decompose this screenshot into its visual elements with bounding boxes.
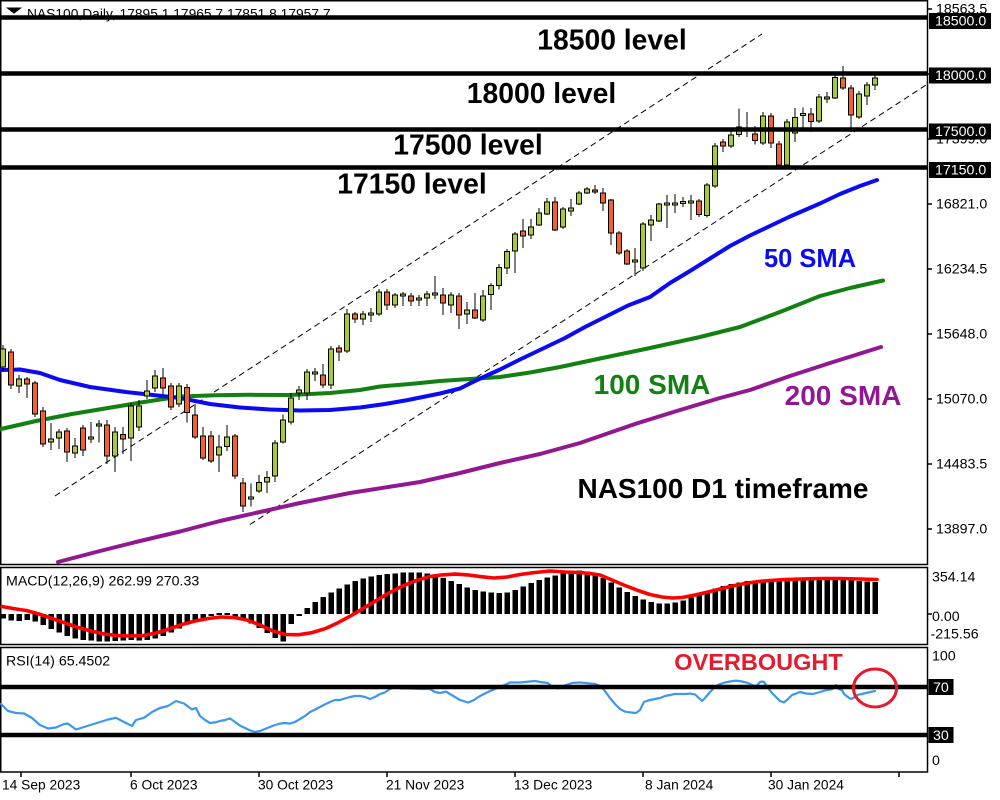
- svg-text:14 Sep 2023: 14 Sep 2023: [2, 778, 81, 793]
- svg-text:15070.0: 15070.0: [936, 392, 987, 408]
- svg-text:354.14: 354.14: [932, 570, 976, 586]
- svg-text:MACD(12,26,9) 262.99 270.33: MACD(12,26,9) 262.99 270.33: [6, 574, 199, 590]
- svg-text:30 Oct 2023: 30 Oct 2023: [258, 778, 333, 793]
- svg-text:18500.0: 18500.0: [935, 14, 986, 30]
- svg-text:OVERBOUGHT: OVERBOUGHT: [674, 649, 843, 675]
- svg-text:NAS100 D1 timeframe: NAS100 D1 timeframe: [577, 473, 868, 504]
- svg-text:16234.5: 16234.5: [936, 262, 987, 278]
- svg-text:30 Jan 2024: 30 Jan 2024: [768, 778, 844, 793]
- svg-text:50 SMA: 50 SMA: [764, 245, 856, 273]
- svg-text:18000 level: 18000 level: [467, 77, 617, 109]
- svg-text:30: 30: [933, 728, 949, 744]
- svg-text:16821.0: 16821.0: [936, 197, 987, 213]
- svg-text:100 SMA: 100 SMA: [594, 369, 711, 400]
- svg-text:0: 0: [932, 753, 940, 769]
- svg-text:100: 100: [932, 649, 956, 665]
- svg-text:-215.56: -215.56: [931, 627, 979, 643]
- svg-text:17500 level: 17500 level: [393, 128, 543, 160]
- svg-text:21 Nov 2023: 21 Nov 2023: [386, 778, 465, 793]
- svg-text:18000.0: 18000.0: [935, 68, 986, 84]
- svg-text:18500 level: 18500 level: [537, 23, 687, 55]
- svg-text:17150.0: 17150.0: [935, 163, 986, 179]
- svg-text:17150 level: 17150 level: [337, 167, 487, 199]
- svg-text:17500.0: 17500.0: [935, 124, 986, 140]
- svg-text:13897.0: 13897.0: [936, 522, 987, 538]
- svg-text:8 Jan 2024: 8 Jan 2024: [645, 778, 714, 793]
- svg-text:13 Dec 2023: 13 Dec 2023: [514, 778, 593, 793]
- svg-text:RSI(14) 65.4502: RSI(14) 65.4502: [6, 654, 110, 670]
- svg-text:70: 70: [933, 680, 949, 696]
- svg-text:200 SMA: 200 SMA: [785, 380, 902, 411]
- svg-text:15648.0: 15648.0: [936, 327, 987, 343]
- svg-text:6 Oct 2023: 6 Oct 2023: [130, 778, 198, 793]
- svg-text:14483.5: 14483.5: [936, 457, 987, 473]
- svg-text:0.00: 0.00: [932, 609, 960, 625]
